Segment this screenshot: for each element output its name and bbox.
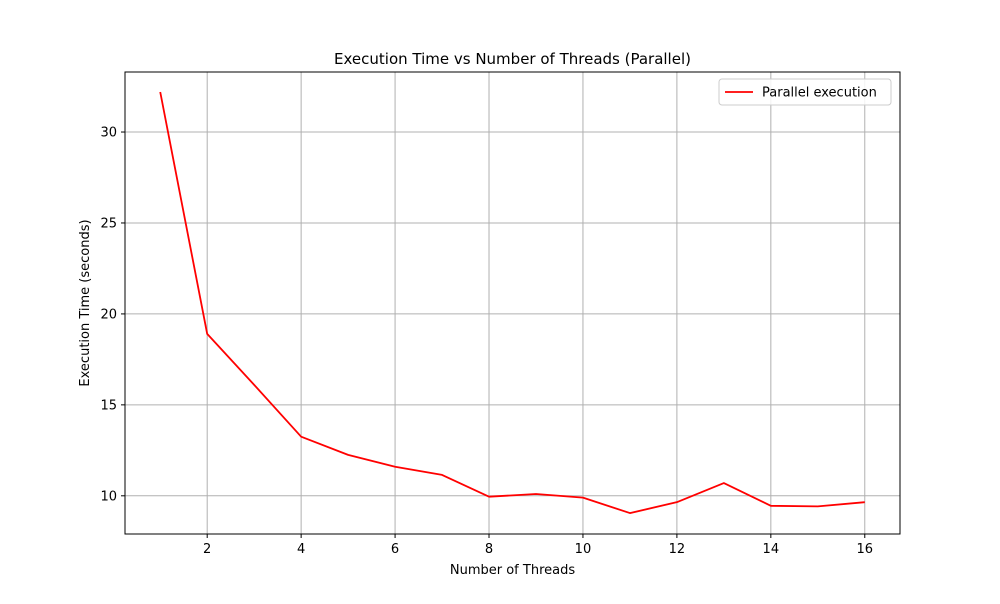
x-tick-label: 16 — [856, 542, 873, 557]
legend-label: Parallel execution — [762, 86, 877, 101]
x-axis-label: Number of Threads — [450, 563, 575, 578]
series-layer — [159, 91, 865, 514]
x-tick-label: 8 — [485, 542, 493, 557]
x-axis-ticks: 2 4 6 8 10 12 14 16 — [203, 534, 873, 557]
x-tick-label: 2 — [203, 542, 211, 557]
y-tick-label: 30 — [100, 126, 117, 141]
x-tick-label: 6 — [391, 542, 399, 557]
y-tick-label: 25 — [100, 216, 117, 231]
y-tick-label: 20 — [100, 307, 117, 322]
x-tick-label: 4 — [297, 542, 305, 557]
legend-box — [718, 78, 892, 106]
x-tick-label: 14 — [763, 542, 780, 557]
legend: Parallel execution — [718, 78, 892, 106]
plot-frame — [124, 71, 901, 535]
x-tick-label: 12 — [669, 542, 686, 557]
y-axis-ticks: 10 15 20 25 30 — [100, 126, 125, 504]
y-tick-label: 10 — [100, 489, 117, 504]
grid — [125, 72, 900, 534]
series-line-parallel-execution — [159, 91, 865, 514]
x-tick-label: 10 — [575, 542, 592, 557]
y-axis-label: Execution Time (seconds) — [78, 219, 93, 386]
y-tick-label: 15 — [100, 398, 117, 413]
chart-title: Execution Time vs Number of Threads (Par… — [334, 50, 691, 68]
